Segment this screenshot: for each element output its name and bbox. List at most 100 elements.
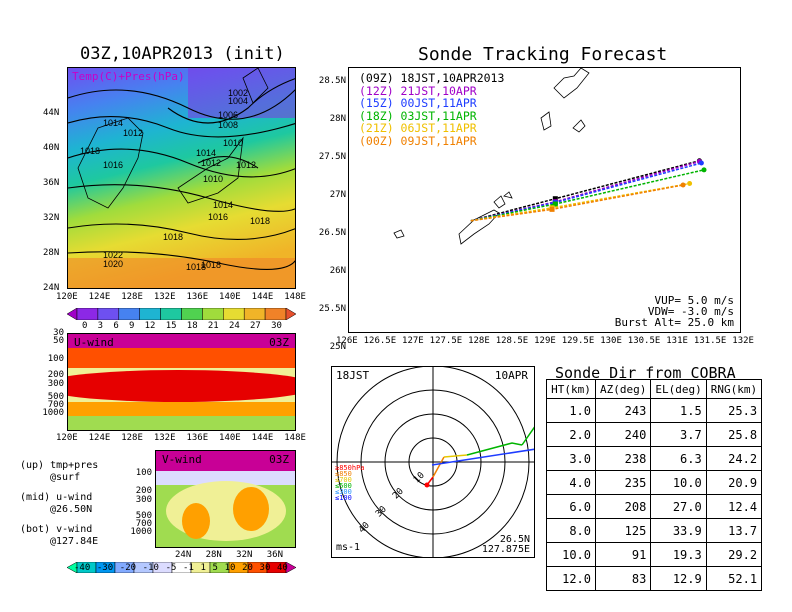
table-cell: 1.0 xyxy=(546,398,596,423)
colorbar-swatch xyxy=(285,562,296,573)
lat-tick: 36N xyxy=(43,178,60,188)
table-cell: 208 xyxy=(594,494,652,519)
track-line xyxy=(470,162,702,222)
table-row: 1.0 243 1.5 25.3 xyxy=(546,398,763,423)
lon-tick: 140E xyxy=(219,292,241,302)
p-tick: 100 xyxy=(47,354,64,364)
p-tick: 700 xyxy=(47,400,64,410)
colorbar-label: 6 xyxy=(113,321,119,331)
lon-tick: 136E xyxy=(186,433,209,443)
polar-plot: 18JST 10APR ≥850hPa ≤850 ≤700 ≤500 ≤300 … xyxy=(331,366,535,558)
table-cell: 1.5 xyxy=(650,398,707,423)
tracking-plot: (09Z) 18JST,10APR2013 (12Z) 21JST,10APR … xyxy=(348,67,741,333)
note-text: (mid) u-wind xyxy=(20,492,93,503)
colorbar-label: 18 xyxy=(186,321,198,331)
table-cell: 10.0 xyxy=(650,470,707,495)
table-cell: 10.0 xyxy=(546,542,596,567)
track-line xyxy=(470,169,705,222)
p-tick: 1000 xyxy=(130,527,152,537)
p-tick: 500 xyxy=(135,511,152,521)
lon-tick: 129.5E xyxy=(561,336,595,346)
map-overlay-label: Temp(C)+Pres(hPa) xyxy=(72,70,185,83)
lat-tick: 26.5N xyxy=(318,228,346,238)
lat-tick: 28N xyxy=(205,550,222,560)
isobar-label-1016: 1016 xyxy=(103,160,123,170)
table-cell: 12.0 xyxy=(546,566,596,591)
isobar-label-1014: 1014 xyxy=(103,118,123,128)
lat-tick: 26N xyxy=(329,266,346,276)
isobar-label-1004: 1004 xyxy=(228,96,248,106)
colorbar-label: -30 xyxy=(96,563,114,573)
tracking-title: Sonde Tracking Forecast xyxy=(418,44,668,65)
isobar-label-1020: 1020 xyxy=(103,259,123,269)
vwind-p-axis: 100 200 300 500 700 1000 xyxy=(128,468,152,537)
lon-tick: 132E xyxy=(153,433,176,443)
colorbar-swatch xyxy=(285,308,296,320)
colorbar-swatch xyxy=(160,308,182,320)
p-tick: 200 xyxy=(135,486,152,496)
table-header-row: HT(km) AZ(deg) EL(deg) RNG(km) xyxy=(546,379,763,399)
lon-tick: 136E xyxy=(186,292,209,302)
colorbar-swatch xyxy=(202,308,224,320)
uwind-label: U-wind xyxy=(74,336,114,349)
isobar-label-1014b: 1014 xyxy=(196,148,216,158)
tracking-legend: (09Z) 18JST,10APR2013 (12Z) 21JST,10APR … xyxy=(359,72,504,147)
track-point xyxy=(552,201,558,207)
table-cell: 19.3 xyxy=(650,542,707,567)
table-cell: 243 xyxy=(594,398,652,423)
isobar-label-1012: 1012 xyxy=(123,128,143,138)
track-point xyxy=(701,167,707,173)
table-cell: 24.2 xyxy=(705,446,763,471)
isobar-label-1010: 1010 xyxy=(223,138,243,148)
lat-tick: 32N xyxy=(236,550,253,560)
hodo-segment xyxy=(443,454,468,458)
uwind-lon-axis: 120E 124E 128E 132E 136E 140E 144E 148E xyxy=(56,433,306,443)
track-point xyxy=(698,160,704,166)
tracking-params: VUP= 5.0 m/s VDW= -3.0 m/s Burst Alt= 25… xyxy=(615,295,734,328)
table-cell: 25.3 xyxy=(705,398,763,423)
table-cell: 240 xyxy=(594,422,652,447)
lon-tick: 128E xyxy=(468,336,490,346)
table-cell: 3.0 xyxy=(546,446,596,471)
table-row: 8.0 125 33.9 13.7 xyxy=(546,518,763,543)
polar-lat: 26.5N xyxy=(499,534,530,545)
polar-lon: 127.875E xyxy=(481,544,530,555)
level-label: ≥850hPa xyxy=(335,464,365,472)
table-cell: 91 xyxy=(594,542,652,567)
lat-tick: 27.5N xyxy=(318,152,346,162)
p-tick: 700 xyxy=(135,519,152,529)
isobar-label-1012b: 1012 xyxy=(201,158,221,168)
colorbar-swatch xyxy=(243,308,266,320)
table-cell: 125 xyxy=(594,518,652,543)
level-label: ≤100 xyxy=(335,494,352,502)
colorbar-label: 27 xyxy=(250,321,261,331)
table-cell: 3.7 xyxy=(650,422,707,447)
p-tick: 1000 xyxy=(42,408,64,418)
lon-tick: 148E xyxy=(284,433,306,443)
colorbar-label: -20 xyxy=(119,563,137,573)
colorbar-swatch xyxy=(97,308,120,320)
uwind-p-axis: 30 50 100 200 300 500 700 1000 xyxy=(40,328,64,418)
colorbar-swatch xyxy=(223,308,245,320)
run-15z: (15Z) 00JST,11APR xyxy=(359,96,477,110)
lon-tick: 128E xyxy=(121,292,143,302)
lon-tick: 130E xyxy=(600,336,622,346)
table-cell: 12.9 xyxy=(650,566,707,591)
note-uwind: (mid) u-wind @26.50N xyxy=(20,492,98,516)
polar-date: 10APR xyxy=(494,369,528,382)
lat-tick: 27N xyxy=(329,190,346,200)
colorbar-label: 12 xyxy=(144,321,156,331)
table-cell: 27.0 xyxy=(650,494,707,519)
col-header: HT(km) xyxy=(546,379,596,399)
colorbar-label: 0 xyxy=(82,321,88,331)
note-text: @surf xyxy=(50,472,81,483)
track-point xyxy=(680,182,686,188)
vwind-lat-axis: 24N 28N 32N 36N xyxy=(175,550,283,560)
isobar-label-1014c: 1014 xyxy=(213,200,233,210)
temp-colorbar xyxy=(67,308,296,320)
lon-tick: 131.5E xyxy=(693,336,727,346)
colorbar-label: 20 xyxy=(242,563,253,573)
isobar-label-1002: 1002 xyxy=(228,88,248,98)
col-header: EL(deg) xyxy=(650,379,707,399)
track-point xyxy=(687,181,693,187)
